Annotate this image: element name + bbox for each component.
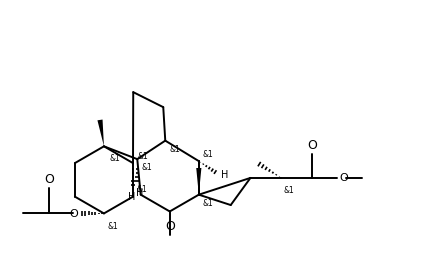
Text: O: O [339, 173, 348, 183]
Text: &1: &1 [202, 199, 213, 208]
Text: &1: &1 [109, 154, 120, 163]
Text: O: O [44, 173, 54, 186]
Text: &1: &1 [137, 185, 147, 195]
Text: O: O [69, 209, 78, 219]
Polygon shape [97, 120, 104, 146]
Polygon shape [196, 168, 201, 195]
Text: &1: &1 [170, 145, 180, 154]
Text: &1: &1 [142, 163, 152, 172]
Text: &1: &1 [137, 152, 148, 161]
Text: H: H [136, 188, 143, 198]
Text: &1: &1 [107, 222, 118, 231]
Text: &1: &1 [202, 150, 213, 159]
Text: O: O [308, 139, 317, 152]
Text: &1: &1 [283, 186, 294, 195]
Text: H: H [129, 192, 136, 202]
Text: H: H [221, 170, 228, 180]
Text: O: O [165, 220, 175, 232]
